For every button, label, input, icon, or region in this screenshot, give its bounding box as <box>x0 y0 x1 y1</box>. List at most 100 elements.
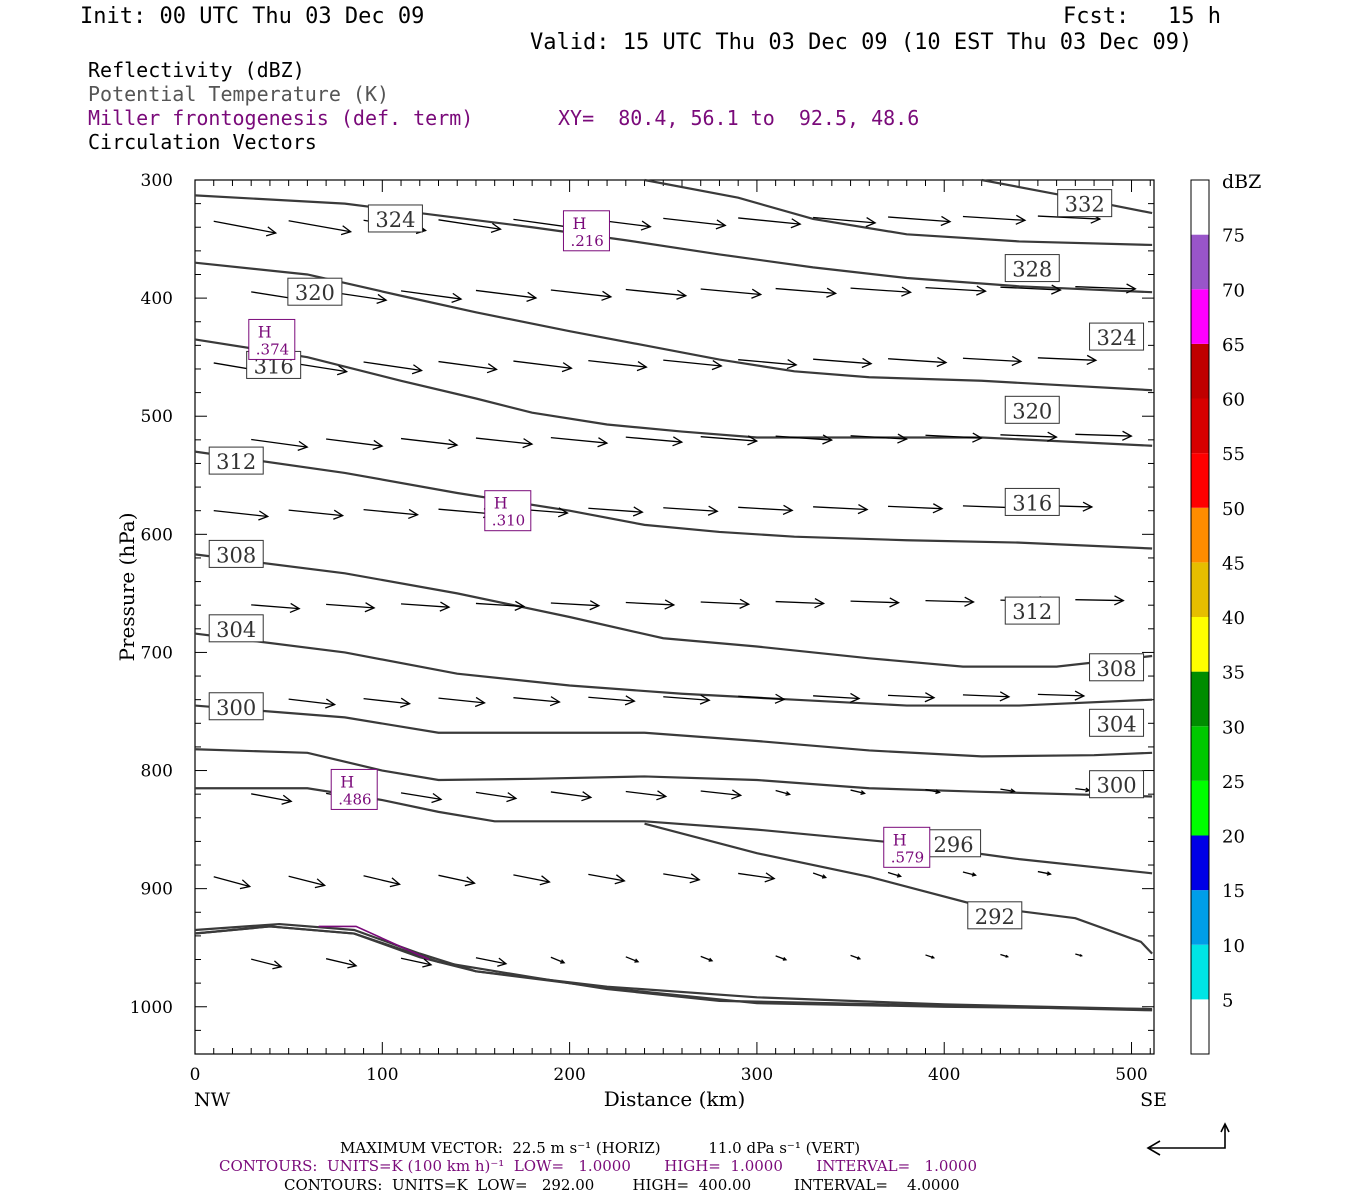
circulation-vector <box>550 956 566 964</box>
vector-head <box>589 600 601 611</box>
vector-head <box>464 876 476 887</box>
colorbar-segment <box>1191 726 1209 781</box>
isentrope-label-box <box>208 614 264 643</box>
vector-head <box>539 875 551 886</box>
circulation-vector <box>363 508 419 520</box>
isentrope-332 <box>644 178 1153 247</box>
circulation-vector <box>1000 431 1058 442</box>
circulation-vector <box>1037 354 1098 366</box>
vector-head <box>325 698 337 709</box>
vector-shaft <box>887 871 901 877</box>
circulation-vector <box>887 356 948 368</box>
vector-head <box>751 288 763 299</box>
vector-shaft <box>1037 693 1084 697</box>
vector-head <box>411 364 423 375</box>
valid-time: Valid: 15 UTC Thu 03 Dec 09 (10 EST Thu … <box>530 30 1193 55</box>
circulation-vector <box>1075 595 1125 606</box>
circulation-vector <box>813 503 869 515</box>
circulation-vector <box>925 788 941 795</box>
circulation-vector <box>850 286 912 297</box>
vector-head <box>731 789 743 800</box>
vector-head <box>782 504 794 516</box>
colorbar-segment <box>1191 617 1209 672</box>
vector-shaft <box>850 600 899 604</box>
vector-shaft <box>1037 357 1096 361</box>
vector-head <box>408 508 419 520</box>
circulation-vector <box>288 220 353 236</box>
vector-shaft <box>663 217 726 227</box>
vector-shaft <box>738 695 785 701</box>
vector-shaft <box>513 360 572 369</box>
vector-shaft <box>1037 215 1100 220</box>
vector-shaft <box>213 876 250 888</box>
vector-head <box>376 293 388 305</box>
circulation-vector <box>475 437 534 449</box>
isentrope-label-box <box>1089 653 1145 682</box>
forecast-hour: 15 h <box>1168 4 1221 29</box>
vector-shaft <box>738 359 797 366</box>
vector-head <box>739 598 751 609</box>
vector-head <box>821 874 828 879</box>
vector-head <box>971 872 977 877</box>
vector-shaft <box>1000 286 1061 291</box>
vector-shaft <box>400 792 442 801</box>
vector-head <box>814 598 826 609</box>
vector-shaft <box>251 438 308 448</box>
vector-shaft <box>288 220 351 233</box>
x-tick-label: 200 <box>553 1065 585 1085</box>
y-tick-label: 500 <box>141 407 173 427</box>
circulation-vector <box>813 692 861 704</box>
circulation-vector <box>813 357 873 369</box>
vector-head <box>707 505 719 516</box>
vector-head <box>474 696 486 708</box>
frontogenesis-max-H: H <box>572 214 586 233</box>
vector-shaft <box>288 509 343 517</box>
vector-shaft <box>738 872 775 880</box>
vector-head <box>901 286 912 297</box>
vector-shaft <box>325 958 357 967</box>
frontogenesis-max-value: .579 <box>891 848 924 866</box>
circulation-vector <box>550 600 601 611</box>
vector-shaft <box>925 434 982 439</box>
circulation-vector <box>400 437 459 450</box>
vector-shaft <box>925 788 940 794</box>
vector-shaft <box>887 358 947 364</box>
vector-shaft <box>363 875 400 885</box>
circulation-vector <box>813 216 877 228</box>
vector-head <box>711 360 723 371</box>
circulation-vector <box>400 792 443 804</box>
vector-head <box>999 691 1011 702</box>
vector-shaft <box>475 957 507 965</box>
vector-head <box>715 219 727 230</box>
vector-head <box>506 792 518 803</box>
colorbar-label: 75 <box>1222 226 1245 247</box>
vector-shaft <box>438 219 501 230</box>
init-time: Init: 00 UTC Thu 03 Dec 09 <box>80 4 425 29</box>
circulation-vector <box>775 789 792 796</box>
colorbar-frame <box>1190 179 1210 1055</box>
vector-head <box>790 218 802 229</box>
circulation-vector <box>850 597 900 608</box>
colorbar-label: 10 <box>1222 936 1245 957</box>
vector-shaft <box>625 288 686 297</box>
circulation-vector <box>1075 787 1091 793</box>
y-tick-label: 600 <box>141 525 173 545</box>
vector-shaft <box>738 217 801 225</box>
vector-head <box>935 789 941 795</box>
vector-shaft <box>438 697 485 704</box>
vector-head <box>239 879 252 890</box>
vector-head <box>372 439 384 451</box>
circulation-vector <box>251 958 283 970</box>
circulation-vector <box>625 956 640 963</box>
y-tick-label: 800 <box>141 762 173 782</box>
circulation-vector <box>400 290 463 303</box>
circulation-vector <box>625 599 676 610</box>
circulation-vector <box>1075 283 1137 294</box>
vector-head <box>422 958 433 968</box>
frontogenesis-max-H: H <box>494 494 508 513</box>
circulation-vector <box>363 875 401 888</box>
vector-head <box>333 509 345 520</box>
circulation-vector <box>475 791 518 803</box>
vector-head <box>689 873 701 884</box>
